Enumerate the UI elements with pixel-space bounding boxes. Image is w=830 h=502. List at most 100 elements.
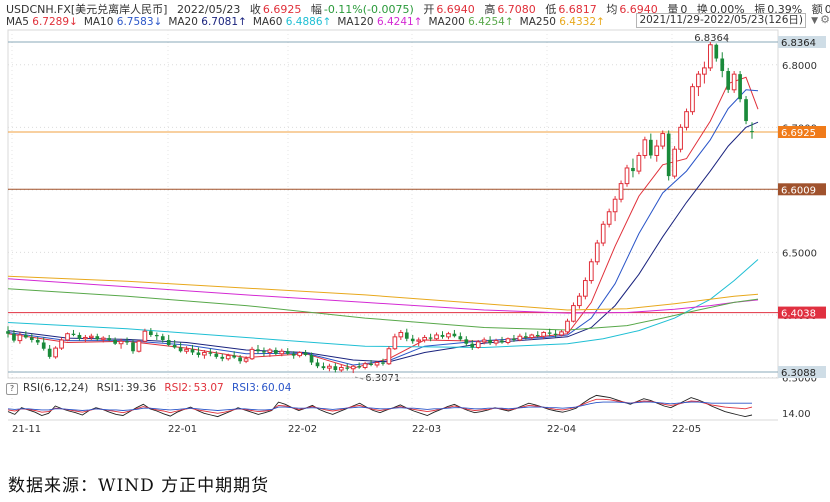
candle-body [690,86,695,113]
candle-body [71,333,76,335]
rsi-header: ? RSI(6,12,24) RSI1: 39.36 RSI2: 53.07 RSI3… [6,382,296,395]
price-tag-label: 6.8364 [781,38,816,49]
candle-body [458,336,463,340]
candle-body [678,126,683,150]
candle-body [696,73,701,88]
candle-body [744,99,748,122]
candle-body [315,362,320,367]
candle-body [588,261,594,282]
y-tick-label: 6.5000 [782,248,817,259]
candle-body [600,223,606,244]
ma-line-ma120 [7,278,759,314]
rsi-axis-label: 14.00 [782,409,811,420]
candle-body [273,349,278,354]
candle-body [357,366,362,368]
y-tick-label: 6.3000 [782,374,817,385]
candle-body [333,366,338,370]
rsi-title: RSI(6,12,24) [23,382,89,394]
candle-body [541,331,547,337]
annotation-leader [723,37,729,43]
triangle-down-icon[interactable]: ▼ [811,16,818,26]
ma-legend-item: MA10 6.7583↓ [83,16,163,28]
candle-body [291,353,296,356]
ma-line-ma200 [7,288,759,331]
candle-body [398,331,404,338]
candle-body [374,361,380,366]
candle-body [88,335,94,338]
candle-body [95,336,100,340]
candle-body [381,362,385,364]
candle-body [702,67,707,75]
candle-body [47,348,52,357]
candle-body [410,338,415,342]
avg-field: 均 6.6940 [606,3,658,16]
candle-body [113,339,117,344]
ma-legend-item: MA200 6.4254↑ [428,16,514,28]
date-range-selector[interactable]: 2021/11/29-2022/05/23(126日) [636,13,806,28]
candle-body [500,340,504,343]
gear-icon[interactable]: ⚙ [820,13,830,26]
candle-body [6,331,10,334]
ma-line-ma60 [7,259,759,349]
candle-body [481,339,487,343]
candle-body [65,333,70,341]
candle-body [654,145,660,156]
candle-body [672,148,677,177]
candle-body [606,211,612,225]
candle-body [220,356,225,359]
candle-body [172,344,177,348]
candle-body [321,366,326,369]
candle-body [440,334,445,337]
candle-body [707,44,713,69]
low-field: 低 6.6817 [545,3,597,16]
candle-body [512,338,516,340]
candle-body [523,336,528,338]
rsi-line-rsi3 [7,401,752,411]
candle-body [660,133,666,147]
candle-body [208,352,213,354]
price-tag-label: 6.3088 [781,368,816,379]
candle-body [214,353,219,357]
candle-body [77,334,82,339]
candle-body [648,139,653,156]
question-icon[interactable]: ? [6,383,18,395]
candle-body [41,342,46,349]
ma-line-ma20 [7,121,759,363]
ma-legend: MA5 6.7289↓ MA10 6.7583↓ MA20 6.7081↑ MA60 … [6,16,611,28]
candle-body [149,331,153,335]
candle-body [166,339,171,345]
extreme-annotation: 6.8364 [694,33,729,44]
candle-body [131,342,135,352]
ma-legend-item: MA60 6.4886↑ [252,16,332,28]
symbol-label[interactable]: USDCNH.FX[美元兑离岸人民币] [6,3,168,16]
candle-body [720,58,725,72]
candle-body [232,355,237,358]
candle-body [529,334,535,338]
open-field: 开 6.6940 [423,3,475,16]
candle-body [24,334,28,338]
candle-body [636,154,642,172]
candle-body [350,365,356,370]
candle-body [750,131,754,133]
candle-body [107,338,112,340]
rsi-line-rsi2 [7,398,753,414]
candle-body [309,354,314,363]
candle-body [428,337,433,339]
candle-body [190,349,195,353]
price-tag [778,306,826,319]
candle-body [249,348,255,360]
x-tick-label: 22-02 [288,424,317,435]
candle-body [470,343,475,348]
candle-body [297,351,302,357]
candle-body [267,349,273,353]
candle-body [125,341,129,343]
candle-body [196,352,201,355]
source-caption: 数据来源：WIND 方正中期期货 [8,476,270,496]
candle-body [738,74,742,100]
candle-body [446,333,451,338]
candle-body [642,139,648,156]
candle-body [582,280,588,297]
candle-body [35,339,40,343]
price-tag-label: 6.6009 [781,185,816,196]
candle-body [612,198,618,213]
